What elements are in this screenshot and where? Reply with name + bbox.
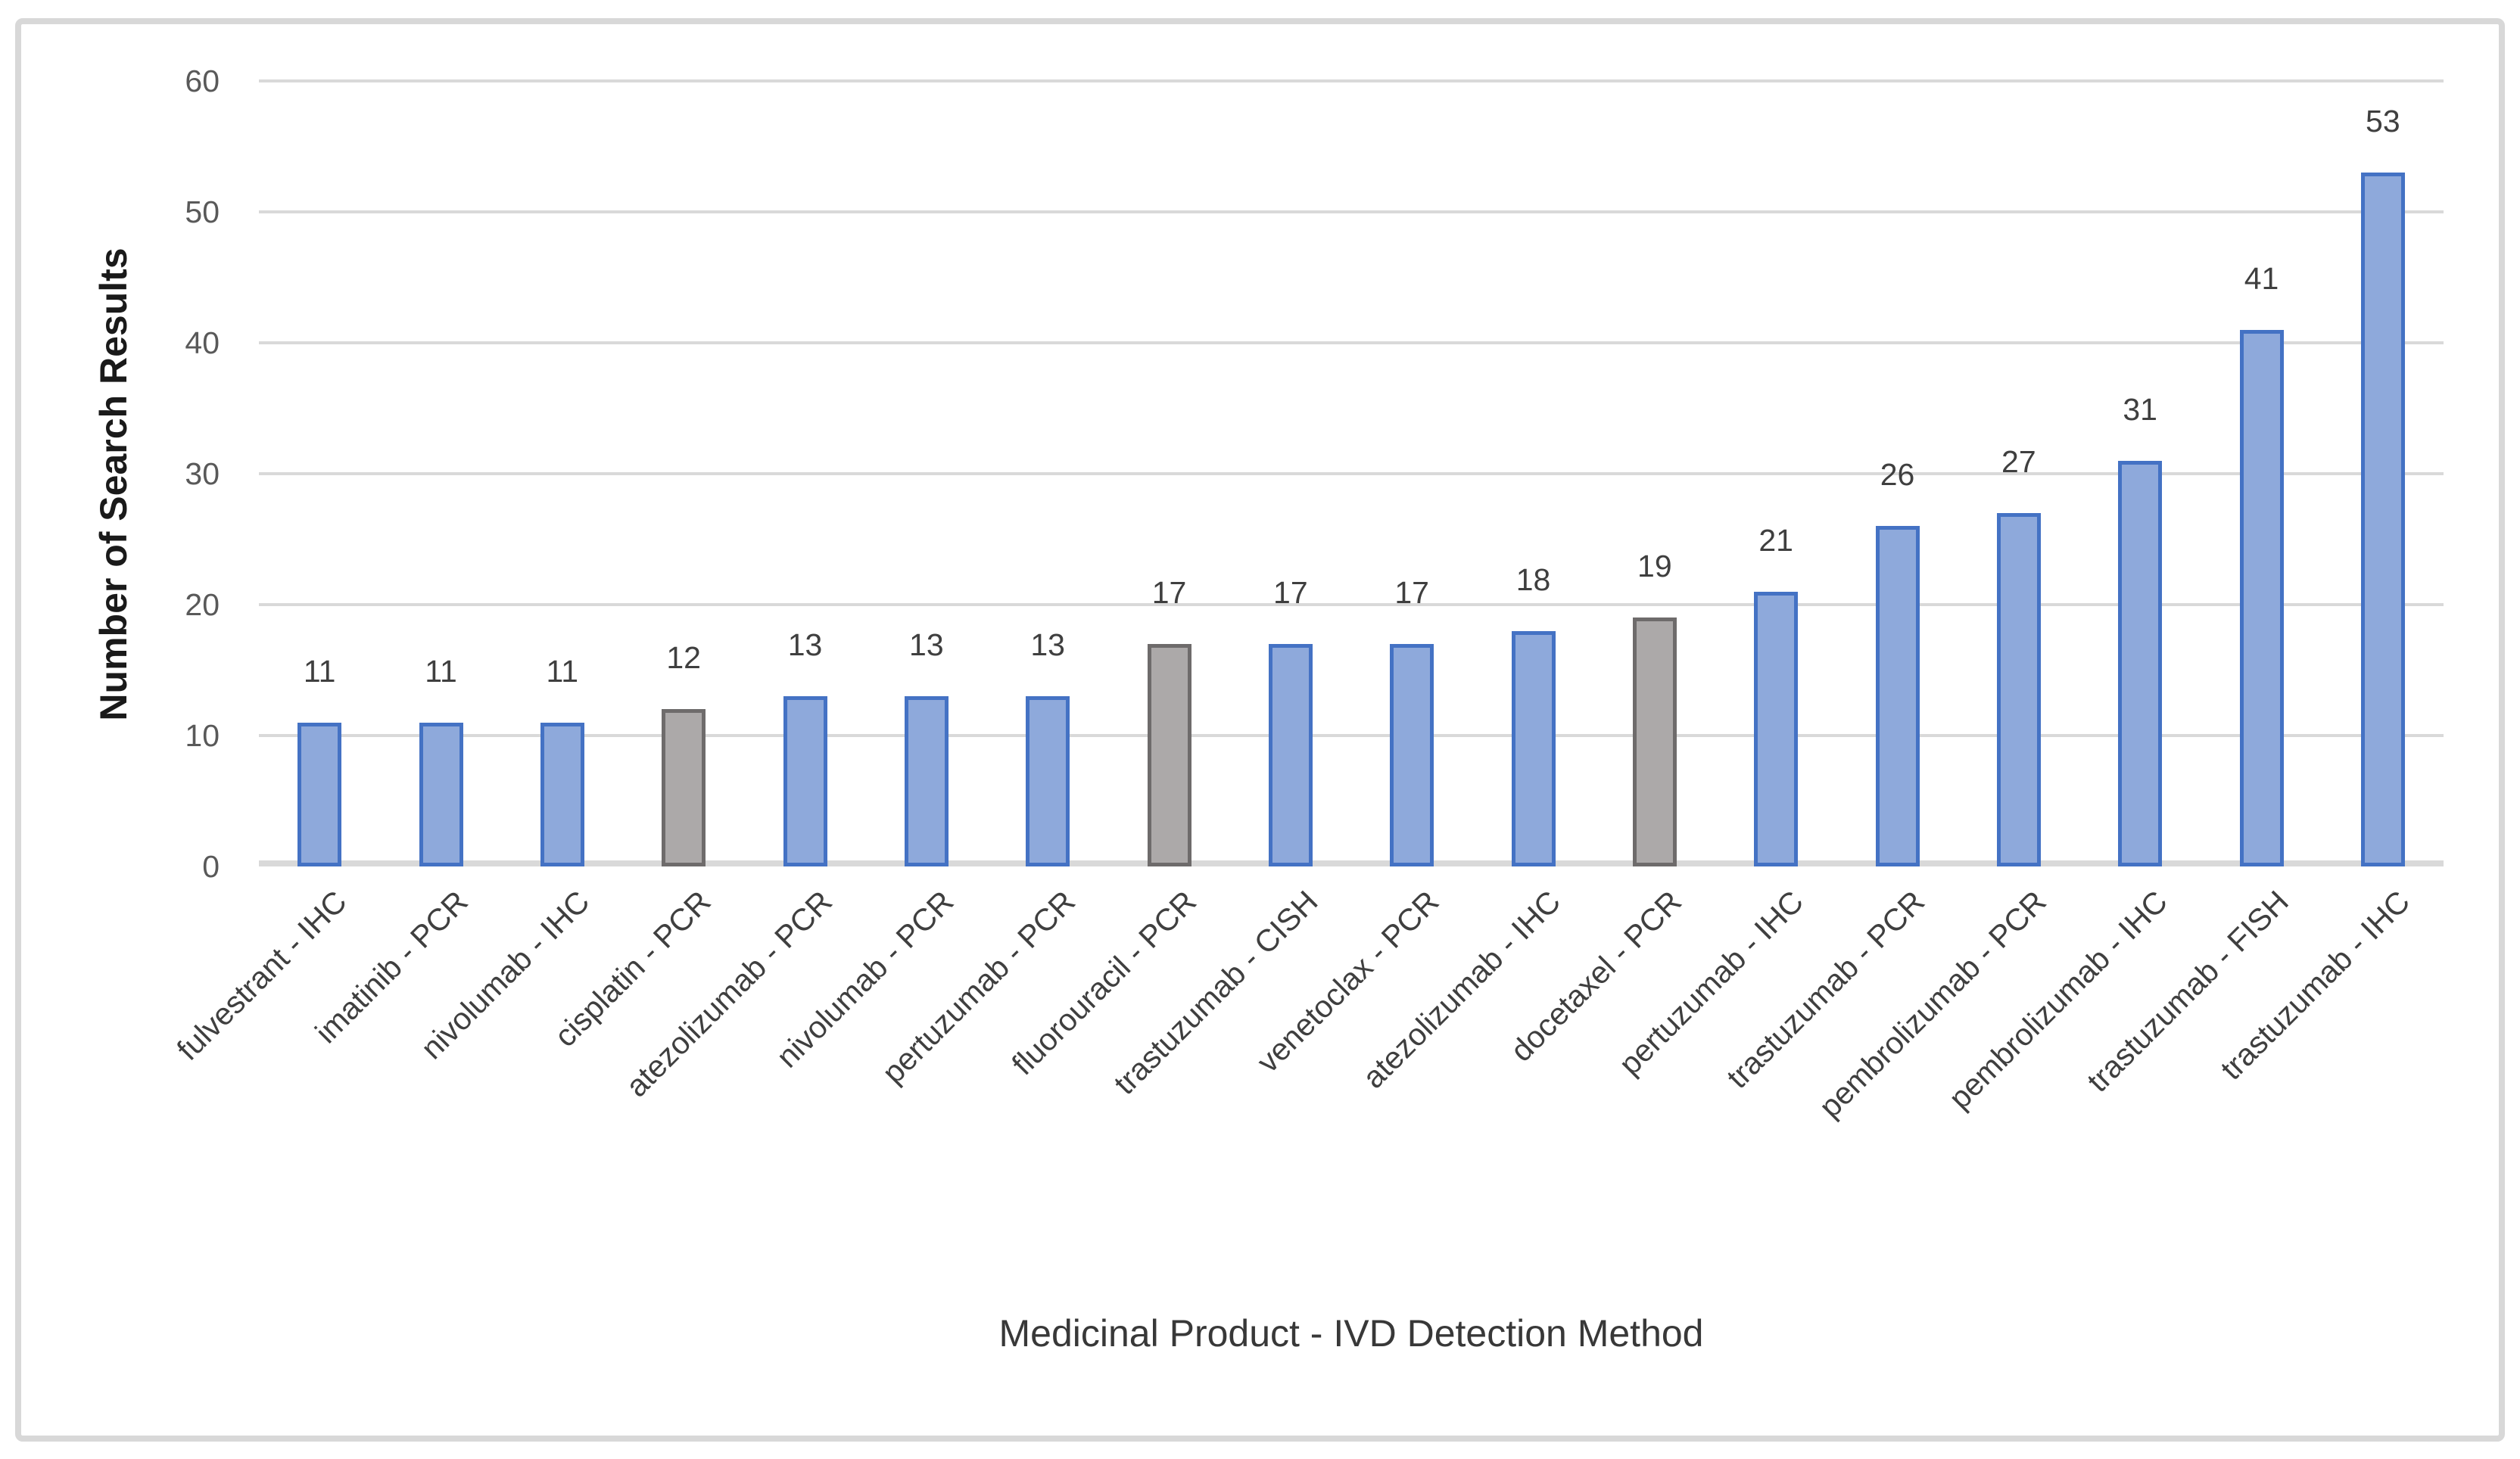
x-axis-line (259, 860, 2444, 866)
bar-value-label: 17 (1151, 574, 1187, 610)
y-gridline (259, 79, 2444, 82)
bar-pertuzumab-IHC (1754, 591, 1799, 866)
y-tick-label: 30 (185, 456, 220, 491)
bar-atezolizumab-IHC (1511, 630, 1556, 866)
bar-value-label: 17 (1394, 574, 1429, 610)
y-tick-label: 40 (185, 325, 220, 360)
bar-value-label: 31 (2123, 391, 2157, 427)
bar-trastuzumab-PCR (1875, 526, 1920, 866)
bar-value-label: 41 (2244, 260, 2279, 296)
y-tick-label: 20 (185, 587, 220, 622)
bar-value-label: 26 (1880, 457, 1915, 493)
bar-nivolumab-PCR (904, 696, 949, 866)
y-tick-label: 10 (185, 718, 220, 753)
bar-trastuzumab-CISH (1268, 643, 1313, 866)
category-tick-label: pembrolizumab - IHC (1942, 884, 2174, 1116)
bar-value-label: 13 (909, 627, 944, 663)
bar-pembrolizumab-IHC (2118, 460, 2163, 866)
bar-value-label: 11 (425, 653, 457, 689)
bar-nivolumab-IHC (540, 722, 584, 866)
y-gridline (259, 210, 2444, 213)
y-gridline (259, 603, 2444, 606)
y-axis-title: Number of Search Results (92, 247, 135, 721)
bar-value-label: 11 (546, 653, 579, 689)
y-tick-label: 50 (185, 194, 220, 229)
category-tick-label: trastuzumab - PCR (1719, 884, 1932, 1096)
bar-value-label: 12 (666, 640, 701, 676)
category-tick-label: atezolizumab - PCR (618, 884, 839, 1104)
bar-docetaxel-PCR (1632, 618, 1677, 866)
bar-value-label: 13 (787, 627, 823, 663)
bar-value-label: 11 (303, 653, 336, 689)
bar-value-label: 27 (2001, 443, 2036, 479)
bar-venetoclax-PCR (1390, 643, 1434, 866)
bar-value-label: 17 (1273, 574, 1308, 610)
y-tick-label: 0 (202, 849, 220, 884)
y-gridline (259, 472, 2444, 475)
bar-fluorouracil-PCR (1147, 643, 1191, 866)
x-axis-title: Medicinal Product - IVD Detection Method (998, 1312, 1704, 1355)
category-tick-label: pembrolizumab - PCR (1811, 884, 2053, 1125)
category-tick-label: atezolizumab - IHC (1355, 884, 1568, 1096)
bar-value-label: 21 (1758, 522, 1793, 558)
bar-trastuzumab-FISH (2239, 329, 2284, 866)
bar-atezolizumab-PCR (783, 696, 827, 866)
category-tick-label: trastuzumab - FISH (2080, 884, 2296, 1099)
bar-value-label: 13 (1030, 627, 1065, 663)
y-tick-label: 60 (185, 64, 220, 98)
bar-trastuzumab-IHC (2360, 173, 2405, 866)
bar-cisplatin-PCR (662, 709, 706, 866)
bar-pertuzumab-PCR (1026, 696, 1070, 866)
bar-value-label: 18 (1515, 562, 1551, 597)
bar-value-label: 53 (2366, 104, 2400, 139)
bar-fulvestrant-IHC (297, 722, 342, 866)
category-tick-label: trastuzumab - CISH (1107, 884, 1325, 1102)
bar-imatinib-PCR (419, 722, 463, 866)
bar-pembrolizumab-PCR (1996, 512, 2041, 866)
y-gridline (259, 734, 2444, 737)
y-gridline (259, 341, 2444, 344)
bar-value-label: 19 (1637, 549, 1672, 584)
